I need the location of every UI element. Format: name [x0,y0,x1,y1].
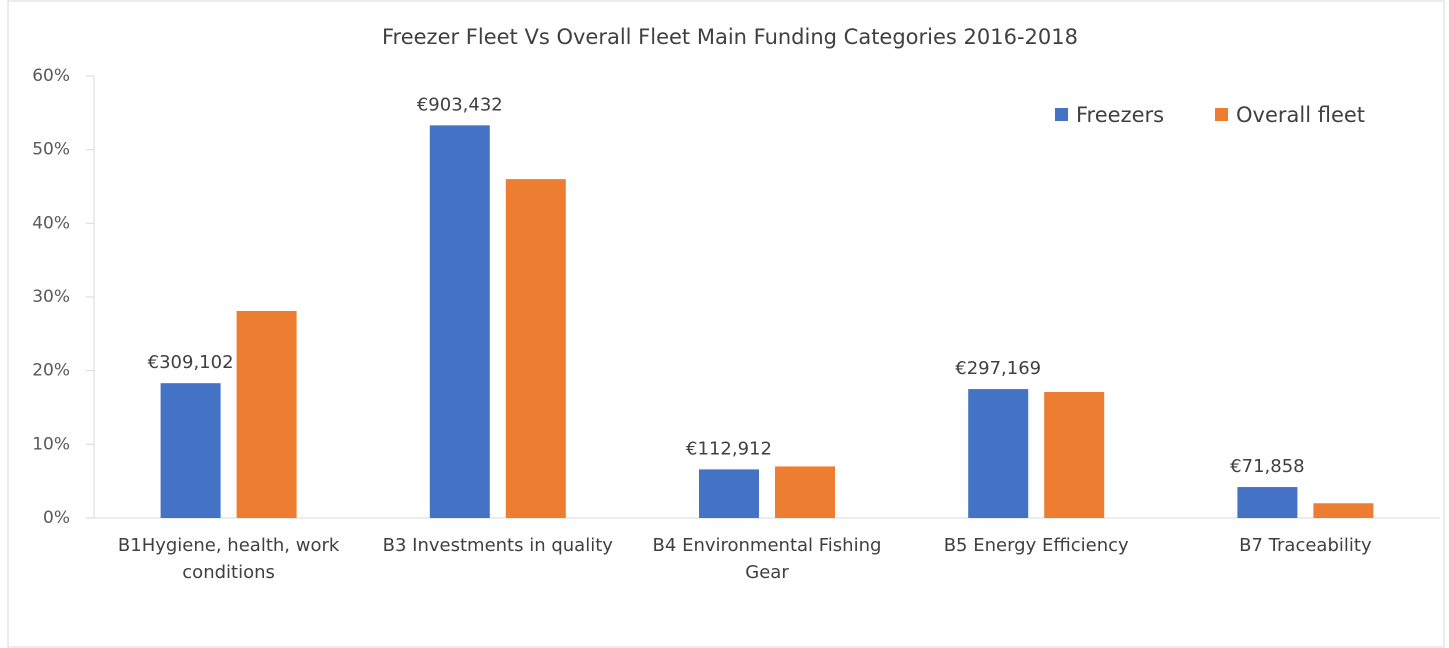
bar [160,383,221,518]
legend-label: Overall fleet [1236,103,1365,127]
legend-swatch [1215,108,1228,121]
annotation: €309,102 [148,352,234,373]
y-tick-label: 0% [43,508,70,528]
x-tick-label-box: B7 Traceability [1239,535,1372,556]
x-tick-label-box: B5 Energy Efficiency [943,535,1129,556]
x-tick-label: B7 Traceability [1239,535,1372,556]
annotation: €112,912 [686,438,772,459]
bar [775,466,835,518]
chart-title: Freezer Fleet Vs Overall Fleet Main Fund… [382,25,1078,49]
legend-label: Freezers [1076,103,1164,127]
x-tick-label-box: B3 Investments in quality [382,535,613,556]
bar [1044,392,1105,518]
annotation: €71,858 [1230,456,1304,477]
bar [505,179,566,518]
y-tick-label: 50% [32,140,70,160]
y-tick-label: 60% [32,66,70,86]
bar [1313,503,1374,518]
bar [968,389,1029,518]
bar [236,310,297,518]
annotation: €297,169 [955,358,1041,379]
annotation: €903,432 [417,94,503,115]
x-tick-label: B4 Environmental Fishing Gear [652,535,882,583]
x-tick-label-box: B4 Environmental Fishing Gear [652,535,882,583]
x-tick-label: B3 Investments in quality [382,535,613,556]
y-tick-label: 30% [32,287,70,307]
bar [429,125,490,519]
bar [699,469,759,518]
x-tick-label: B5 Energy Efficiency [943,535,1129,556]
x-tick-label: B1Hygiene, health, work conditions [117,535,340,583]
y-tick-label: 20% [32,361,70,381]
legend-swatch [1055,108,1068,121]
y-tick-label: 10% [32,434,70,454]
y-tick-label: 40% [32,213,70,233]
x-tick-label-box: B1Hygiene, health, work conditions [117,535,340,583]
bar [1237,487,1298,518]
